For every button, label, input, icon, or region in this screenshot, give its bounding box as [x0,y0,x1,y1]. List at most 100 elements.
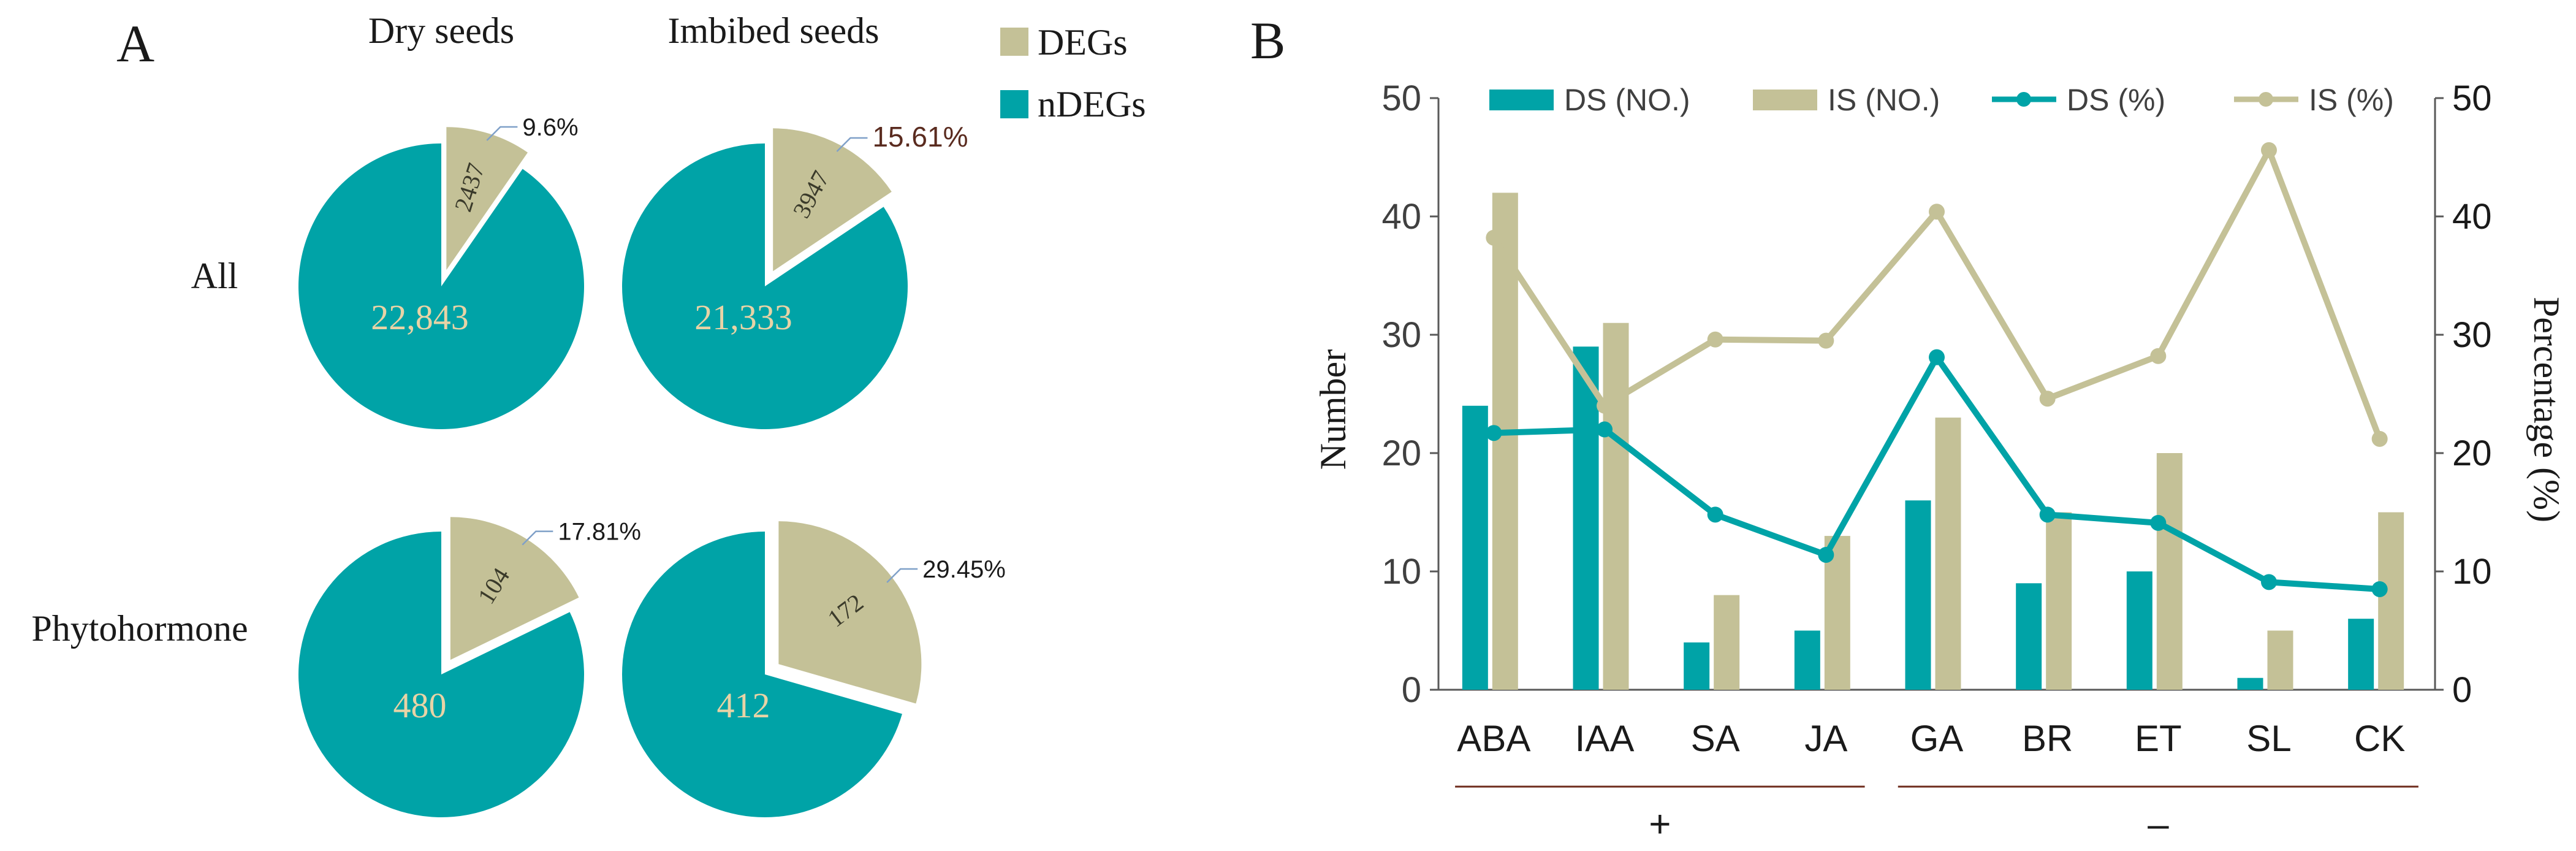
group-label: – [2148,803,2169,845]
pie-leader-line [522,530,553,546]
y-tick-label: 10 [1381,552,1421,592]
x-tick-label: IAA [1575,718,1635,759]
pie-percent-label: 9.6% [522,114,578,141]
legend-label: DS (%) [2067,83,2165,117]
line-point [1486,229,1502,246]
legend-swatch-degs [1000,28,1028,56]
x-tick-label: JA [1804,718,1847,759]
bar-ds [1462,405,1488,690]
pie-slice-degs [778,521,922,704]
y2-tick-label: 30 [2452,315,2492,355]
line-point [1707,331,1723,348]
pie-percent-label: 17.81% [558,519,641,546]
bar-is [1492,193,1518,690]
bar-ds [2126,571,2152,690]
col-title-imbibed: Imbibed seeds [668,10,880,51]
legend-label-ndegs: nDEGs [1038,84,1146,124]
line-point [2261,142,2277,158]
x-tick-label: ET [2135,718,2182,759]
x-tick-label: CK [2354,718,2405,759]
line-point [2371,581,2388,597]
x-tick-label: BR [2022,718,2073,759]
panel-a-letter: A [116,14,154,73]
y2-tick-label: 20 [2452,433,2492,473]
col-title-dry: Dry seeds [368,10,514,51]
x-tick-label: ABA [1457,718,1530,759]
bar-ds [1684,642,1710,690]
bar-ds [1905,500,1931,690]
legend-label: IS (%) [2309,83,2394,117]
legend-swatch [1753,90,1817,110]
line-point [1597,397,1613,414]
pie-leader-line [886,568,918,583]
line-point [1818,332,1834,349]
line-point [2371,430,2388,447]
bar-is [2156,453,2183,690]
legend-label: DS (NO.) [1564,83,1690,117]
panel-b: B Number Percentage (%) 0 10 20 30 40 50 0 10 20… [1250,11,2567,845]
pie-percent-label: 15.61% [872,121,968,153]
bar-ds [2016,583,2042,690]
bar-is [2267,630,2293,690]
bar-is [2378,512,2404,690]
legend-label: IS (NO.) [1828,83,1940,117]
pie-leader-line [836,137,868,152]
line-point [1929,349,1945,365]
bar-ds [1573,346,1599,690]
bar-is [1714,595,1740,690]
row-label-phytohormone: Phytohormone [31,608,248,649]
line-point [1597,421,1613,438]
legend-label-degs: DEGs [1038,22,1128,63]
legend-marker [2016,92,2031,107]
line-point [2039,506,2056,523]
pie-label-ndegs: 21,333 [694,297,792,337]
pie-percent-label: 29.45% [922,556,1006,583]
y2-tick-label: 10 [2452,552,2492,592]
pie-slice-ndegs [622,143,908,429]
x-tick-label: GA [1910,718,1964,759]
y2-tick-label: 0 [2452,670,2472,710]
bar-ds [2237,677,2263,690]
pie-charts: 243722,8439.6%394721,33315.61%10448017.8… [298,114,1006,817]
line-point [2150,514,2167,531]
pie-slice-degs [773,128,892,272]
y-tick-label: 30 [1381,315,1421,355]
pie-label-ndegs: 480 [393,685,447,725]
legend-swatch-ndegs [1000,90,1028,118]
bar-is [1603,322,1629,690]
legend-swatch [1489,90,1554,110]
y-tick-label: 0 [1402,670,1421,710]
bar-is [1935,418,1961,690]
line-point [1929,204,1945,220]
y-axis-label: Number [1313,349,1353,470]
line-point [1486,425,1502,441]
combo-chart: 0 10 20 30 40 50 0 10 20 30 40 50 ABA IAA SA JA GA BR ET SL… [1381,78,2491,845]
y-tick-label: 50 [1381,78,1421,118]
pie-leader-line [486,126,518,141]
panel-a: A Dry seeds Imbibed seeds All Phytohormo… [31,10,1146,817]
y-tick-label: 20 [1381,433,1421,473]
row-label-all: All [191,256,238,296]
bar-is [2046,512,2072,690]
pie-slice-ndegs [622,532,902,817]
y2-tick-label: 40 [2452,197,2492,237]
pie-label-ndegs: 22,843 [371,297,469,337]
legend-marker [2259,92,2273,107]
chart-legend: DS (NO.) IS (NO.) DS (%) IS (%) [1489,83,2394,117]
line-point [1818,546,1834,563]
bar-ds [2348,619,2374,690]
line-point [2261,574,2277,590]
x-tick-label: SA [1691,718,1740,759]
line-point [2150,348,2167,364]
y2-tick-label: 50 [2452,78,2492,118]
y-tick-label: 40 [1381,197,1421,237]
bar-ds [1794,630,1820,690]
line-point [1707,506,1723,523]
series-line [1491,147,2383,440]
group-label: + [1649,803,1671,845]
